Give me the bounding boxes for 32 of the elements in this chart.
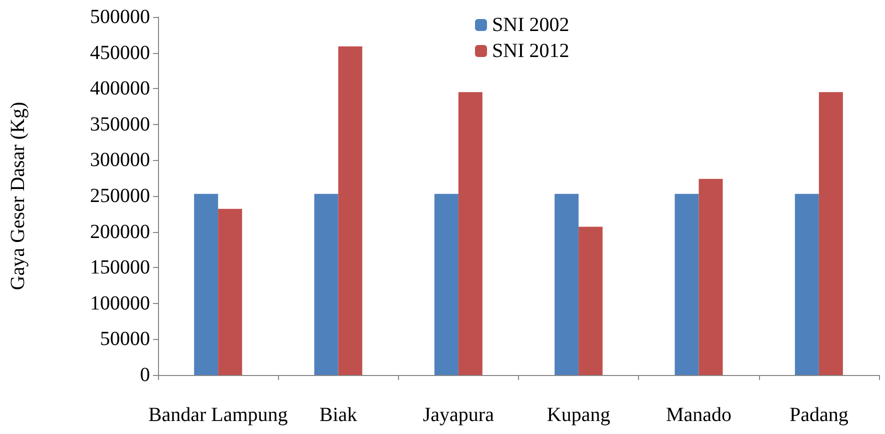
y-tick-label: 500000 (90, 6, 150, 28)
y-tick-label: 150000 (90, 256, 150, 279)
y-tick-label: 50000 (100, 328, 150, 350)
y-tick-label: 300000 (90, 149, 150, 172)
bar (458, 92, 482, 375)
bar (314, 194, 338, 375)
x-tick-label: Padang (789, 404, 848, 426)
bar (194, 194, 218, 375)
x-tick-label: Manado (666, 404, 732, 426)
y-tick-label: 250000 (90, 185, 150, 207)
bar (218, 208, 242, 375)
y-axis-title: Gaya Geser Dasar (Kg) (7, 102, 29, 290)
x-tick-label: Jayapura (422, 404, 494, 426)
bar (578, 226, 603, 375)
bar (674, 194, 699, 375)
y-tick-label: 400000 (90, 78, 150, 100)
legend-label: SNI 2012 (492, 40, 570, 62)
bar (338, 46, 362, 375)
bar (554, 194, 579, 375)
x-tick-label: Bandar Lampung (148, 404, 288, 426)
y-tick-label: 200000 (90, 220, 150, 243)
bar (434, 194, 458, 375)
y-tick-label: 100000 (90, 292, 150, 314)
y-tick-label: 450000 (90, 42, 150, 64)
x-tick-label: Biak (319, 404, 358, 426)
y-tick-label: 0 (140, 364, 150, 386)
bar (818, 92, 843, 375)
bar (698, 178, 723, 375)
legend-label: SNI 2002 (492, 14, 570, 36)
bar (794, 194, 819, 375)
x-tick-label: Kupang (546, 404, 610, 426)
y-tick-label: 350000 (90, 113, 150, 136)
